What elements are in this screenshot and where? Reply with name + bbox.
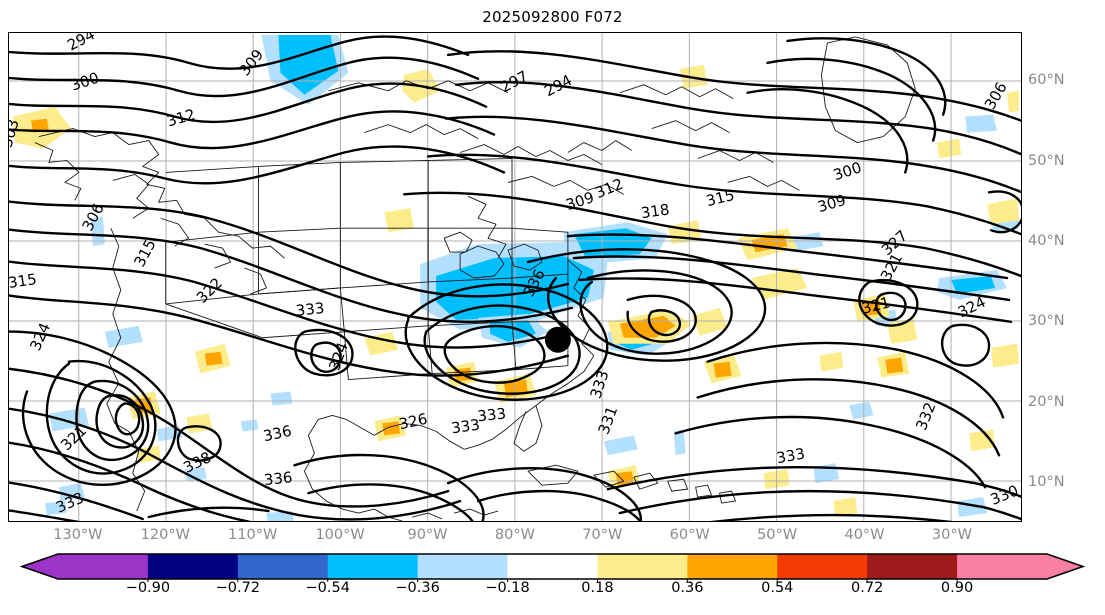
lon-label-100w: 100°W <box>315 527 365 543</box>
colorbar-segment <box>867 554 958 579</box>
colorbar: −0.90 −0.72 −0.54 −0.36 −0.18 0.18 0.36 0.54 0.7… <box>0 552 1105 615</box>
svg-text:294: 294 <box>541 71 575 100</box>
colorbar-segment <box>777 554 868 579</box>
colorbar-tick-label: −0.54 <box>305 580 350 596</box>
svg-text:333: 333 <box>775 445 806 468</box>
svg-text:336: 336 <box>262 422 294 446</box>
svg-text:306: 306 <box>981 79 1011 113</box>
colorbar-segment <box>147 554 239 579</box>
svg-text:322: 322 <box>193 274 226 307</box>
svg-text:309: 309 <box>816 191 848 216</box>
svg-text:294: 294 <box>64 33 98 54</box>
storm-center-marker <box>544 326 571 353</box>
colorbar-tick-label: −0.90 <box>125 580 171 596</box>
lon-label-120w: 120°W <box>140 527 190 543</box>
lat-label-20n: 20°N <box>1028 393 1065 410</box>
svg-text:333: 333 <box>587 368 613 401</box>
colorbar-segment <box>957 554 1048 579</box>
colorbar-segment <box>687 554 778 579</box>
svg-text:312: 312 <box>593 175 626 202</box>
lon-label-30w: 30°W <box>931 527 972 543</box>
colorbar-tick-label: −0.36 <box>395 580 440 596</box>
colorbar-swatches <box>19 553 1086 582</box>
colorbar-tick-label: 0.72 <box>851 580 884 596</box>
svg-text:318: 318 <box>640 200 671 222</box>
lat-label-40n: 40°N <box>1028 232 1065 249</box>
colorbar-tick-label: 0.90 <box>940 580 974 596</box>
lon-label-110w: 110°W <box>228 527 278 543</box>
svg-text:336: 336 <box>263 468 293 489</box>
lat-label-30n: 30°N <box>1028 313 1065 330</box>
svg-text:331: 331 <box>595 404 622 437</box>
colorbar-tick-label: 0.54 <box>761 580 794 596</box>
graticule <box>9 33 1021 521</box>
map-canvas: 294 300 303 312 309 297 294 306 315 315 … <box>9 33 1021 521</box>
lon-label-130w: 130°W <box>53 527 103 543</box>
svg-text:333: 333 <box>477 405 507 426</box>
colorbar-tick-label: 0.18 <box>581 580 614 596</box>
lon-label-80w: 80°W <box>494 527 535 543</box>
thickness-contours <box>9 35 1021 521</box>
map-panel: 294 300 303 312 309 297 294 306 315 315 … <box>8 32 1022 522</box>
lon-label-40w: 40°W <box>844 527 885 543</box>
svg-text:297: 297 <box>497 67 531 96</box>
svg-text:326: 326 <box>397 410 429 434</box>
colorbar-segment <box>417 554 509 579</box>
colorbar-segment <box>327 554 419 579</box>
svg-text:309: 309 <box>235 46 267 80</box>
svg-text:333: 333 <box>295 299 325 320</box>
lon-label-60w: 60°W <box>669 527 710 543</box>
svg-text:315: 315 <box>9 270 38 292</box>
svg-text:330: 330 <box>988 481 1021 508</box>
lat-label-50n: 50°N <box>1028 152 1065 169</box>
lon-label-90w: 90°W <box>407 527 448 543</box>
coastlines <box>34 36 916 521</box>
svg-text:300: 300 <box>69 69 102 95</box>
svg-text:332: 332 <box>912 400 939 433</box>
colorbar-tick-label: −0.18 <box>485 580 530 596</box>
colorbar-extend-over <box>1047 554 1083 579</box>
colorbar-segment <box>507 554 599 579</box>
colorbar-segment <box>597 554 688 579</box>
colorbar-tick-label: 0.36 <box>671 580 704 596</box>
lat-label-60n: 60°N <box>1028 72 1065 89</box>
svg-text:333: 333 <box>450 416 481 438</box>
colorbar-segment <box>58 554 149 579</box>
svg-text:312: 312 <box>165 105 197 130</box>
lon-label-70w: 70°W <box>582 527 623 543</box>
colorbar-tick-label: −0.72 <box>215 580 261 596</box>
svg-text:300: 300 <box>831 158 864 184</box>
lon-label-50w: 50°W <box>757 527 798 543</box>
colorbar-segment <box>237 554 329 579</box>
svg-text:321: 321 <box>877 250 906 284</box>
colorbar-extend-under <box>22 554 58 579</box>
lat-label-10n: 10°N <box>1028 473 1065 490</box>
figure-title: 2025092800 F072 <box>482 8 623 26</box>
svg-text:324: 324 <box>26 320 54 353</box>
